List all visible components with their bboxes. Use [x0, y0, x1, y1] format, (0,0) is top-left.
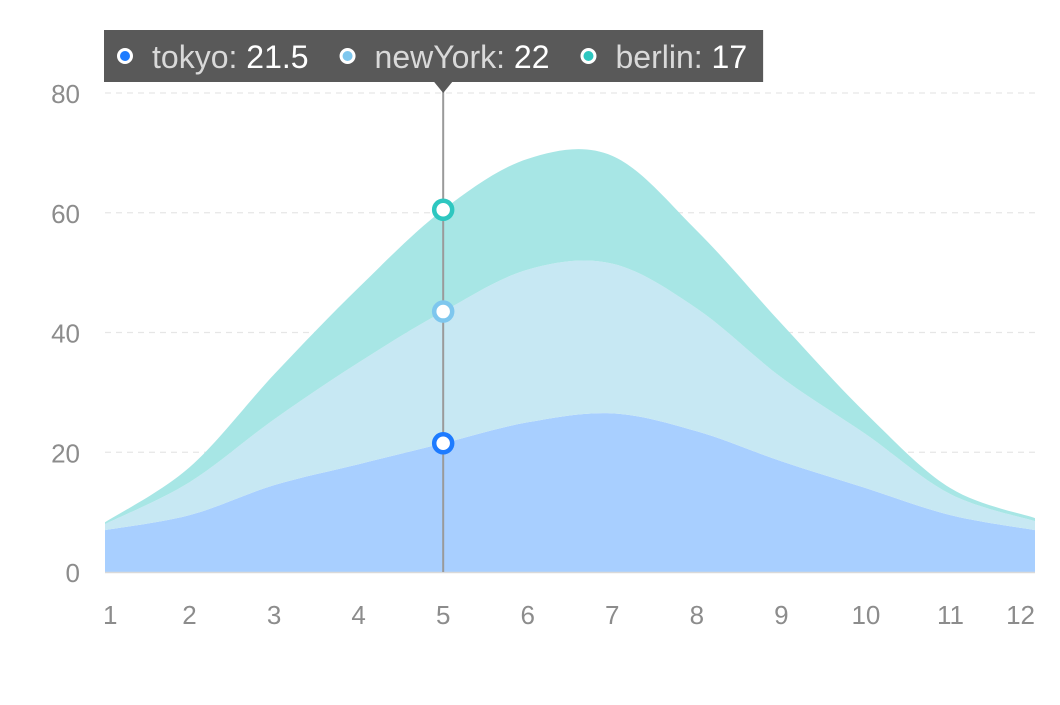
x-tick-label: 1 — [103, 600, 117, 630]
tooltip-pointer — [434, 82, 453, 93]
marker-newYork[interactable] — [431, 300, 455, 323]
tooltip-berlin-value: 17 — [712, 39, 748, 75]
tooltip-tokyo-swatch — [117, 48, 133, 64]
x-tick-label: 4 — [351, 600, 365, 630]
area-series — [105, 149, 1035, 572]
y-tick-label: 60 — [51, 199, 80, 229]
tooltip-tokyo-label: tokyo: — [152, 39, 246, 75]
tooltip: tokyo: 21.5 newYork: 22 berlin: 17 — [104, 30, 764, 93]
y-tick-label: 0 — [66, 558, 80, 588]
tooltip-tokyo-value: 21.5 — [246, 39, 308, 75]
x-tick-label: 8 — [690, 600, 704, 630]
tooltip-tokyo-entry: tokyo: 21.5 — [152, 39, 309, 75]
x-tick-label: 2 — [182, 600, 196, 630]
x-tick-label: 12 — [1006, 600, 1035, 630]
tooltip-berlin-entry: berlin: 17 — [615, 39, 747, 75]
y-tick-label: 80 — [51, 79, 80, 109]
x-tick-label: 5 — [436, 600, 450, 630]
area-tokyo — [105, 413, 1035, 572]
y-tick-label: 40 — [51, 319, 80, 349]
tooltip-newYork-entry: newYork: 22 — [375, 39, 550, 75]
area-berlin — [105, 149, 1035, 525]
x-tick-label: 9 — [774, 600, 788, 630]
tooltip-berlin-swatch — [580, 48, 597, 64]
crosshair — [431, 87, 455, 572]
y-tick-label: 20 — [51, 438, 80, 468]
x-tick-label: 7 — [605, 600, 619, 630]
area-newYork — [105, 260, 1035, 531]
x-tick-label: 3 — [267, 600, 281, 630]
tooltip-newYork-value: 22 — [514, 39, 550, 75]
x-tick-label: 11 — [937, 600, 964, 630]
x-tick-label: 6 — [520, 600, 534, 630]
tooltip-newYork-label: newYork: — [375, 39, 514, 75]
marker-berlin[interactable] — [431, 198, 455, 222]
tooltip-newYork-swatch — [339, 48, 356, 64]
tooltip-berlin-label: berlin: — [615, 39, 711, 75]
x-tick-label: 10 — [851, 600, 880, 630]
marker-tokyo[interactable] — [431, 432, 455, 455]
tooltip-box — [104, 30, 764, 82]
